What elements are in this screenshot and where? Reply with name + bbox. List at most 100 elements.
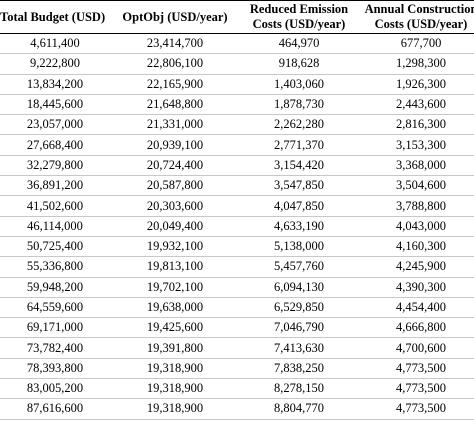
table-body: 4,611,400 23,414,700 464,970 677,700 9,222,8… <box>0 33 474 424</box>
cell-optobj: 19,932,100 <box>114 236 236 258</box>
header-text: OptObj (USD/year) <box>122 9 228 24</box>
table-row: 4,611,400 23,414,700 464,970 677,700 <box>0 33 474 55</box>
cell-total-budget: 4,611,400 <box>0 33 114 55</box>
cell-annual-construction-costs: 4,245,900 <box>362 256 474 278</box>
cell-total-budget: 69,171,000 <box>0 317 114 339</box>
cell-optobj: 23,414,700 <box>114 33 236 55</box>
cell-total-budget: 59,948,200 <box>0 277 114 298</box>
table-row: 9,222,800 22,806,100 918,628 1,298,300 <box>0 53 474 75</box>
cell-optobj: 20,303,600 <box>114 195 236 217</box>
cell-total-budget: 46,114,000 <box>0 216 114 237</box>
header-text: Annual Construction <box>364 2 474 16</box>
cell-optobj: 22,165,900 <box>114 74 236 95</box>
cell-optobj: 21,648,800 <box>114 94 236 116</box>
cell-reduced-emission-costs: 8,804,770 <box>236 398 362 420</box>
cell-annual-construction-costs: 4,773,500 <box>362 358 474 380</box>
header-text: Reduced Emission <box>249 2 349 16</box>
cell-total-budget: 73,782,400 <box>0 337 114 359</box>
cell-total-budget: 32,279,800 <box>0 155 114 177</box>
header-text: Costs (USD/year) <box>252 17 346 31</box>
cell-reduced-emission-costs: 7,046,790 <box>236 317 362 339</box>
cell-total-budget: 92,228,000 <box>0 419 114 424</box>
cell-total-budget: 13,834,200 <box>0 74 114 95</box>
cell-optobj: 19,425,600 <box>114 317 236 339</box>
table-row: 69,171,000 19,425,600 7,046,790 4,666,800 <box>0 317 474 339</box>
table-row: 41,502,600 20,303,600 4,047,850 3,788,800 <box>0 195 474 217</box>
cell-optobj: 19,317,800 <box>114 419 236 424</box>
cell-reduced-emission-costs: 2,262,280 <box>236 114 362 136</box>
cell-optobj: 19,318,900 <box>114 378 236 400</box>
cell-annual-construction-costs: 677,700 <box>362 33 474 55</box>
cell-total-budget: 78,393,800 <box>0 358 114 380</box>
cell-annual-construction-costs: 3,368,000 <box>362 155 474 177</box>
cell-optobj: 21,331,000 <box>114 114 236 136</box>
cell-total-budget: 18,445,600 <box>0 94 114 116</box>
header-total-budget: Total Budget (USD) <box>0 0 114 34</box>
header-text: Costs (USD/year) <box>374 17 468 31</box>
cell-reduced-emission-costs: 7,413,630 <box>236 337 362 359</box>
header-reduced-emission-costs: Reduced Emission Costs (USD/year) <box>236 0 362 34</box>
cell-reduced-emission-costs: 6,094,130 <box>236 277 362 298</box>
cell-total-budget: 50,725,400 <box>0 236 114 258</box>
table-row: 13,834,200 22,165,900 1,403,060 1,926,300 <box>0 74 474 95</box>
cell-total-budget: 64,559,600 <box>0 297 114 319</box>
cell-reduced-emission-costs: 3,154,420 <box>236 155 362 177</box>
table-row: 36,891,200 20,587,800 3,547,850 3,504,600 <box>0 175 474 197</box>
cell-total-budget: 27,668,400 <box>0 134 114 156</box>
table-row: 83,005,200 19,318,900 8,278,150 4,773,500 <box>0 378 474 400</box>
cell-annual-construction-costs: 4,043,000 <box>362 216 474 237</box>
cell-annual-construction-costs: 2,816,300 <box>362 114 474 136</box>
cell-reduced-emission-costs: 8,804,770 <box>236 419 362 424</box>
cell-reduced-emission-costs: 464,970 <box>236 33 362 55</box>
cell-annual-construction-costs: 4,390,300 <box>362 277 474 298</box>
cell-reduced-emission-costs: 3,547,850 <box>236 175 362 197</box>
cell-annual-construction-costs: 4,773,500 <box>362 398 474 420</box>
table-row: 27,668,400 20,939,100 2,771,370 3,153,300 <box>0 134 474 156</box>
cell-optobj: 19,391,800 <box>114 337 236 359</box>
cell-annual-construction-costs: 3,504,600 <box>362 175 474 197</box>
cell-total-budget: 55,336,800 <box>0 256 114 278</box>
cell-optobj: 22,806,100 <box>114 53 236 75</box>
cell-optobj: 19,702,100 <box>114 277 236 298</box>
cell-reduced-emission-costs: 5,138,000 <box>236 236 362 258</box>
cell-annual-construction-costs: 3,153,300 <box>362 134 474 156</box>
header-annual-construction-costs: Annual Construction Costs (USD/year) <box>362 0 474 34</box>
cell-reduced-emission-costs: 918,628 <box>236 53 362 75</box>
cell-optobj: 20,724,400 <box>114 155 236 177</box>
cell-reduced-emission-costs: 8,278,150 <box>236 378 362 400</box>
cell-reduced-emission-costs: 5,457,760 <box>236 256 362 278</box>
cell-total-budget: 87,616,600 <box>0 398 114 420</box>
cell-reduced-emission-costs: 2,771,370 <box>236 134 362 156</box>
cell-annual-construction-costs: 1,926,300 <box>362 74 474 95</box>
cell-optobj: 19,318,900 <box>114 358 236 380</box>
cell-optobj: 20,587,800 <box>114 175 236 197</box>
cell-annual-construction-costs: 4,700,600 <box>362 337 474 359</box>
table-header: Total Budget (USD) OptObj (USD/year) Red… <box>0 0 474 34</box>
cell-optobj: 20,049,400 <box>114 216 236 237</box>
cell-reduced-emission-costs: 1,403,060 <box>236 74 362 95</box>
cell-reduced-emission-costs: 1,878,730 <box>236 94 362 116</box>
cell-reduced-emission-costs: 6,529,850 <box>236 297 362 319</box>
header-text: Total Budget (USD) <box>0 9 106 24</box>
cell-annual-construction-costs: 4,160,300 <box>362 236 474 258</box>
cell-total-budget: 9,222,800 <box>0 53 114 75</box>
table-row: 59,948,200 19,702,100 6,094,130 4,390,300 <box>0 277 474 298</box>
header-optobj: OptObj (USD/year) <box>114 0 236 34</box>
cell-total-budget: 83,005,200 <box>0 378 114 400</box>
header-row: Total Budget (USD) OptObj (USD/year) Red… <box>0 0 474 34</box>
cell-optobj: 19,638,000 <box>114 297 236 319</box>
cell-reduced-emission-costs: 7,838,250 <box>236 358 362 380</box>
cell-annual-construction-costs: 4,666,800 <box>362 317 474 339</box>
table-row: 78,393,800 19,318,900 7,838,250 4,773,500 <box>0 358 474 380</box>
table-row: 32,279,800 20,724,400 3,154,420 3,368,000 <box>0 155 474 177</box>
cell-annual-construction-costs: 2,443,600 <box>362 94 474 116</box>
table-row: 73,782,400 19,391,800 7,413,630 4,700,600 <box>0 337 474 359</box>
table-row: 64,559,600 19,638,000 6,529,850 4,454,400 <box>0 297 474 319</box>
table-row: 55,336,800 19,813,100 5,457,760 4,245,900 <box>0 256 474 278</box>
table-row: 50,725,400 19,932,100 5,138,000 4,160,300 <box>0 236 474 258</box>
cell-annual-construction-costs: 3,788,800 <box>362 195 474 217</box>
cell-annual-construction-costs: 4,773,500 <box>362 378 474 400</box>
cell-annual-construction-costs: 4,774,600 <box>362 419 474 424</box>
